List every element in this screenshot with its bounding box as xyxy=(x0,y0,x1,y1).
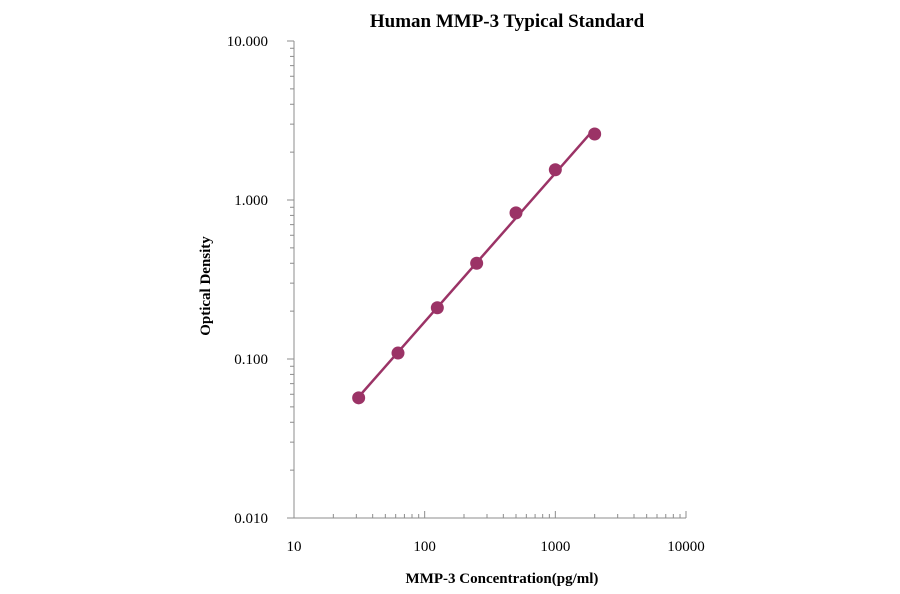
data-point xyxy=(391,346,405,360)
data-point xyxy=(470,256,484,270)
x-tick-label: 10000 xyxy=(667,539,705,555)
y-axis-label: Optical Density xyxy=(198,236,214,336)
data-point xyxy=(509,206,523,220)
x-tick-label: 100 xyxy=(413,539,436,555)
data-point xyxy=(430,301,444,315)
axes xyxy=(293,41,686,519)
chart-title: Human MMP-3 Typical Standard xyxy=(370,11,645,32)
series xyxy=(352,127,602,405)
data-point xyxy=(588,127,602,141)
data-point xyxy=(352,391,366,405)
x-tick-label: 1000 xyxy=(540,539,570,555)
y-tick-label: 0.010 xyxy=(234,511,268,527)
y-tick-label: 10.000 xyxy=(227,34,268,50)
x-tick-label: 10 xyxy=(287,539,302,555)
data-point xyxy=(548,163,562,177)
y-tick-label: 0.100 xyxy=(234,352,268,368)
tick-labels: 10.000 1.000 0.100 0.010 10 100 1000 10000 xyxy=(227,34,705,555)
x-axis-label: MMP-3 Concentration(pg/ml) xyxy=(406,571,599,587)
y-tick-label: 1.000 xyxy=(234,193,268,209)
ticks xyxy=(287,40,687,519)
